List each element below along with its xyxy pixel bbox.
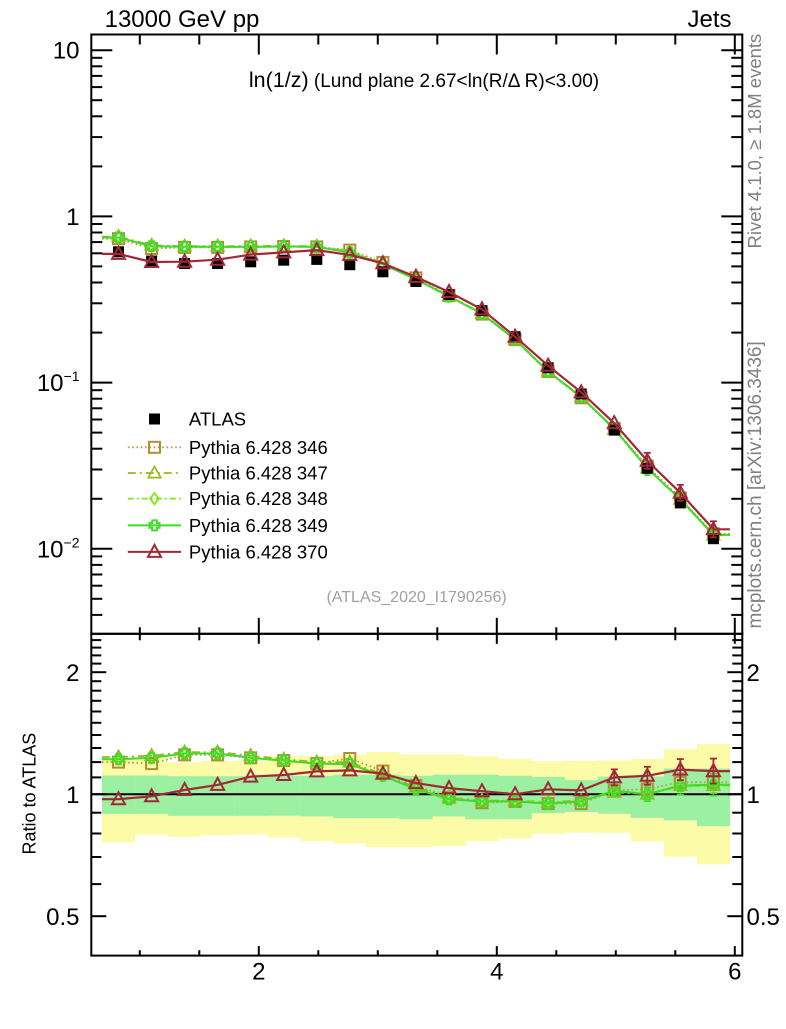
svg-text:1: 1 <box>747 782 760 809</box>
svg-text:2: 2 <box>66 660 79 687</box>
svg-text:ln(1/z) (Lund plane 2.67<ln(R/: ln(1/z) (Lund plane 2.67<ln(R/Δ R)<3.00) <box>249 68 599 92</box>
svg-text:10: 10 <box>53 38 80 65</box>
svg-text:mcplots.cern.ch [arXiv:1306.34: mcplots.cern.ch [arXiv:1306.3436] <box>745 341 766 628</box>
svg-text:0.5: 0.5 <box>46 904 79 931</box>
svg-text:6: 6 <box>728 959 741 986</box>
svg-text:Pythia 6.428 347: Pythia 6.428 347 <box>189 463 328 484</box>
svg-text:Ratio to ATLAS: Ratio to ATLAS <box>20 733 40 855</box>
svg-text:2: 2 <box>747 660 760 687</box>
svg-text:0.5: 0.5 <box>747 904 780 931</box>
svg-text:Rivet 4.1.0, ≥ 1.8M events: Rivet 4.1.0, ≥ 1.8M events <box>744 34 765 249</box>
svg-text:1: 1 <box>66 782 79 809</box>
svg-text:2: 2 <box>252 959 265 986</box>
svg-text:(ATLAS_2020_I1790256): (ATLAS_2020_I1790256) <box>326 589 506 606</box>
svg-text:13000 GeV pp: 13000 GeV pp <box>105 6 260 33</box>
svg-text:Jets: Jets <box>687 6 731 33</box>
svg-text:1: 1 <box>66 204 79 231</box>
svg-text:Pythia 6.428 346: Pythia 6.428 346 <box>189 437 328 458</box>
svg-text:Pythia 6.428 370: Pythia 6.428 370 <box>189 541 328 562</box>
svg-text:Pythia 6.428 349: Pythia 6.428 349 <box>189 515 328 536</box>
svg-text:Pythia 6.428 348: Pythia 6.428 348 <box>189 488 328 509</box>
svg-text:4: 4 <box>490 959 503 986</box>
svg-text:ATLAS: ATLAS <box>189 409 246 430</box>
